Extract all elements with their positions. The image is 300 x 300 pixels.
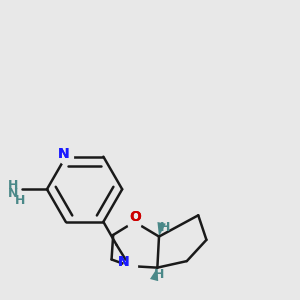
Text: N: N [118, 255, 130, 269]
Text: O: O [129, 210, 141, 224]
Text: H: H [160, 221, 170, 234]
Text: N: N [8, 187, 18, 200]
Text: N: N [118, 255, 130, 269]
Text: N: N [57, 147, 69, 161]
Polygon shape [150, 268, 158, 281]
Text: H: H [8, 179, 18, 192]
Text: H: H [154, 268, 164, 281]
Text: N: N [57, 147, 69, 161]
Polygon shape [158, 222, 166, 237]
Text: O: O [129, 210, 141, 224]
Text: H: H [15, 194, 25, 207]
